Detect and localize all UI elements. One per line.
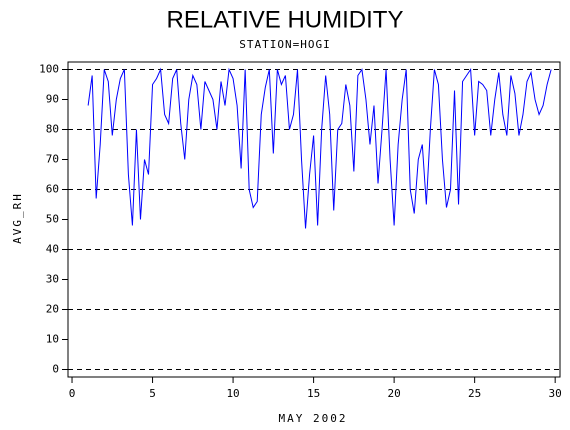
- x-tick-label: 15: [307, 387, 320, 400]
- x-axis-label: MAY 2002: [279, 412, 348, 425]
- x-tick-label: 5: [149, 387, 156, 400]
- chart-title: RELATIVE HUMIDITY: [167, 6, 404, 33]
- y-tick-label: 10: [46, 333, 59, 346]
- y-tick-label: 20: [46, 303, 59, 316]
- chart-subtitle: STATION=HOGI: [239, 38, 330, 51]
- y-axis-label: AVG_RH: [11, 192, 24, 244]
- y-tick-label: 60: [46, 183, 59, 196]
- x-tick-label: 0: [69, 387, 76, 400]
- y-tick-label: 40: [46, 243, 59, 256]
- y-tick-label: 80: [46, 123, 59, 136]
- y-tick-label: 30: [46, 273, 59, 286]
- x-tick-label: 25: [468, 387, 481, 400]
- y-tick-label: 50: [46, 213, 59, 226]
- x-tick-label: 10: [226, 387, 239, 400]
- y-tick-label: 90: [46, 93, 59, 106]
- y-tick-label: 100: [39, 63, 59, 76]
- x-tick-label: 30: [549, 387, 562, 400]
- y-tick-label: 0: [52, 363, 59, 376]
- y-tick-label: 70: [46, 153, 59, 166]
- data-line: [87, 67, 552, 229]
- x-tick-label: 20: [387, 387, 400, 400]
- plot-frame: [67, 61, 561, 378]
